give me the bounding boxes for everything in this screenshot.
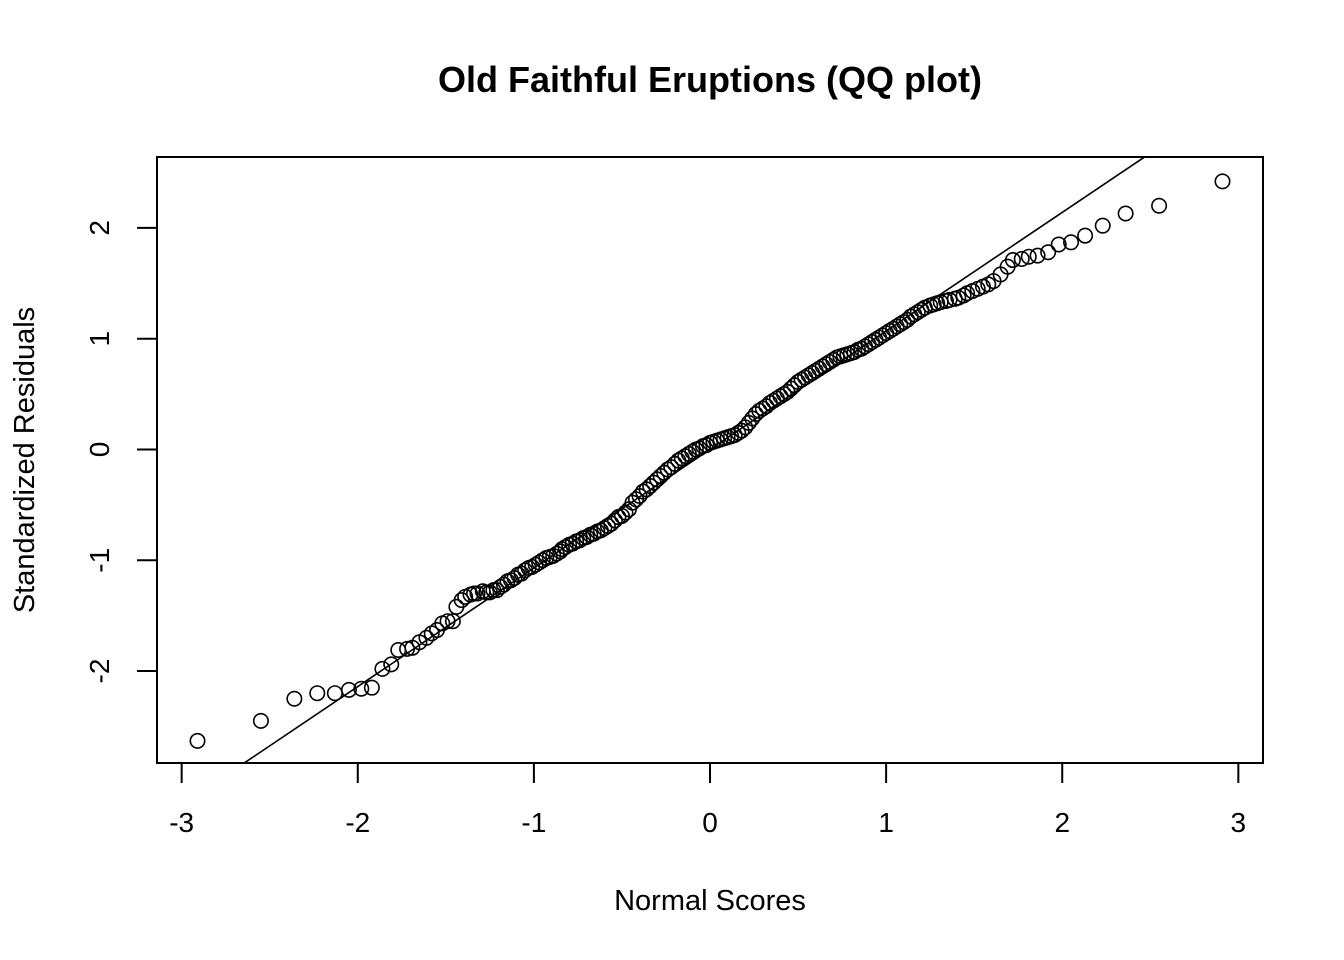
x-tick-label: -3 <box>169 807 194 838</box>
data-point <box>698 437 715 454</box>
data-point <box>1117 205 1134 222</box>
y-tick-label: -1 <box>84 548 115 573</box>
data-point <box>353 680 370 697</box>
data-point <box>189 732 206 749</box>
y-tick-label: 1 <box>84 331 115 347</box>
data-point <box>363 679 380 696</box>
y-tick-label: -2 <box>84 659 115 684</box>
data-point <box>1040 244 1057 261</box>
data-points <box>189 173 1231 749</box>
data-point <box>286 690 303 707</box>
data-point <box>340 681 357 698</box>
data-point <box>1029 247 1046 264</box>
x-tick-label: 1 <box>878 807 894 838</box>
data-point <box>399 640 416 657</box>
x-tick-label: 3 <box>1231 807 1247 838</box>
x-tick-label: -2 <box>345 807 370 838</box>
data-point <box>534 552 551 569</box>
x-tick-label: 2 <box>1054 807 1070 838</box>
chart-title: Old Faithful Eruptions (QQ plot) <box>438 59 982 100</box>
data-point <box>444 613 461 630</box>
data-point <box>478 584 495 601</box>
x-axis: -3 -2 -1 0 1 2 3 <box>169 762 1247 838</box>
data-point <box>825 351 842 368</box>
data-point <box>466 585 483 602</box>
data-point <box>439 613 456 630</box>
data-point <box>1077 227 1094 244</box>
data-point <box>418 629 435 646</box>
data-point <box>1020 248 1037 265</box>
x-axis-label: Normal Scores <box>614 885 806 917</box>
data-point <box>1094 217 1111 234</box>
y-tick-label: 0 <box>84 442 115 458</box>
data-point <box>252 712 269 729</box>
data-point <box>374 660 391 677</box>
y-axis-label: Standardized Residuals <box>9 307 41 613</box>
data-point <box>309 685 326 702</box>
plot-frame <box>156 156 1264 764</box>
data-point <box>1013 250 1030 267</box>
x-tick-label: -1 <box>521 807 546 838</box>
data-point <box>1151 197 1168 214</box>
x-tick-label: 0 <box>702 807 718 838</box>
data-point <box>955 287 972 304</box>
data-point <box>1004 252 1021 269</box>
y-axis: -2 -1 0 1 2 <box>84 220 158 684</box>
data-point <box>453 592 470 609</box>
data-point <box>1214 173 1231 190</box>
y-tick-label: 2 <box>84 220 115 236</box>
data-point <box>383 656 400 673</box>
data-point <box>326 685 343 702</box>
data-point <box>941 291 958 308</box>
data-point <box>1050 236 1067 253</box>
data-point <box>1063 234 1080 251</box>
